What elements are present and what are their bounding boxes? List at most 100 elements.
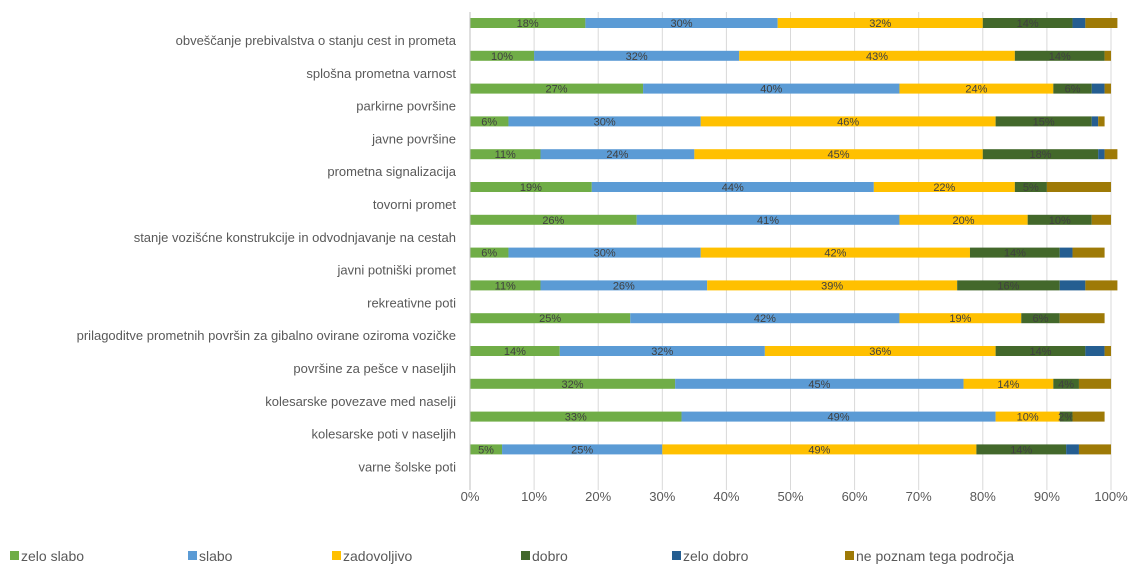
data-label: 6% — [1033, 313, 1049, 325]
data-label: 25% — [571, 444, 593, 456]
data-label: 41% — [757, 215, 779, 227]
bar-segment — [1053, 83, 1092, 94]
bar-segment — [1066, 444, 1079, 455]
data-label: 19% — [949, 313, 971, 325]
x-tick-label: 30% — [649, 489, 675, 504]
bar-segment — [1014, 50, 1105, 61]
data-label: 42% — [824, 248, 846, 260]
bar-segment — [1085, 346, 1105, 356]
bar-segment — [1021, 313, 1060, 324]
bar-row: 19% 44% 22% 5% — [470, 182, 1111, 194]
bar-segment — [1078, 444, 1111, 455]
bar-segment — [681, 411, 996, 422]
data-label: 32% — [651, 346, 673, 358]
bar-segment — [470, 182, 592, 192]
bar-segment — [899, 83, 1054, 94]
legend-item: zadovoljivo — [332, 548, 412, 564]
category-label: varne šolske poti — [358, 459, 456, 474]
bar-segment — [470, 378, 676, 389]
data-label: 44% — [722, 182, 744, 194]
bar-row: 11% 26% 39% 16% — [470, 280, 1118, 292]
bar-segment — [470, 444, 503, 455]
data-label: 15% — [1033, 116, 1055, 128]
bar-segment — [508, 247, 701, 258]
data-label: 30% — [671, 18, 693, 30]
legend-label: ne poznam tega področja — [856, 548, 1014, 564]
category-label: kolesarske poti v naseljih — [311, 427, 456, 442]
x-tick-label: 40% — [713, 489, 739, 504]
data-label: 40% — [760, 84, 782, 96]
bar-row: 14% 32% 36% 14% — [470, 346, 1111, 358]
bar-segment — [1098, 116, 1105, 127]
data-label: 18% — [1029, 149, 1051, 161]
bar-segment — [1091, 214, 1111, 225]
bar-segment — [559, 346, 765, 356]
bar-row: 32% 45% 14% 4% — [470, 378, 1111, 391]
bar-segment — [470, 280, 541, 291]
bar-segment — [470, 83, 644, 94]
data-label: 36% — [869, 346, 891, 358]
data-label: 20% — [953, 215, 975, 227]
legend-swatch — [521, 551, 530, 560]
category-label: prometna signalizacija — [327, 164, 456, 179]
bar-segment — [1104, 83, 1111, 94]
data-label: 14% — [1010, 444, 1032, 456]
bar-segment — [1072, 18, 1086, 28]
x-tick-label: 60% — [842, 489, 868, 504]
data-label: 45% — [808, 379, 830, 391]
bar-segment — [643, 83, 900, 94]
bar-segment — [470, 247, 509, 258]
bar-segment — [1027, 214, 1092, 225]
data-label: 16% — [997, 280, 1019, 292]
bar-segment — [534, 50, 740, 61]
x-tick-label: 80% — [970, 489, 996, 504]
data-label: 4% — [1058, 379, 1074, 391]
data-label: 11% — [495, 149, 516, 161]
bar-segment — [1014, 182, 1047, 192]
data-label: 25% — [539, 313, 561, 325]
bar-segment — [1059, 313, 1105, 324]
data-label: 5% — [478, 444, 494, 456]
data-label: 14% — [997, 379, 1019, 391]
bar-segment — [1104, 149, 1118, 160]
x-tick-label: 100% — [1094, 489, 1128, 504]
data-label: 26% — [542, 215, 564, 227]
bar-segment — [1059, 411, 1073, 422]
bar-segment — [470, 214, 637, 225]
bar-segment — [630, 313, 900, 324]
bar-segment — [995, 346, 1086, 356]
data-label: 2% — [1058, 412, 1074, 424]
data-label: 5% — [1023, 182, 1039, 194]
bar-row: 6% 30% 46% 15% — [470, 116, 1105, 128]
data-label: 32% — [869, 18, 891, 30]
chart-bars: 18% 30% 32% 14% 10% 32% 43% 14% 27% 40% 24% 6% 6% 30%… — [470, 18, 1118, 456]
x-tick-label: 70% — [906, 489, 932, 504]
bar-segment — [700, 247, 970, 258]
category-label: splošna prometna varnost — [306, 66, 456, 81]
bar-row: 27% 40% 24% 6% — [470, 83, 1111, 96]
data-label: 30% — [594, 248, 616, 260]
legend-item: zelo dobro — [672, 548, 749, 564]
data-label: 10% — [1017, 412, 1039, 424]
bar-segment — [1091, 116, 1099, 127]
legend-label: zelo slabo — [21, 548, 84, 564]
bar-segment — [585, 18, 778, 28]
bar-segment — [1046, 182, 1111, 192]
bar-segment — [675, 378, 964, 389]
bar-segment — [662, 444, 977, 455]
category-label: površine za pešce v naseljih — [293, 361, 456, 376]
data-label: 49% — [808, 444, 830, 456]
bar-segment — [982, 149, 1099, 160]
x-tick-label: 50% — [777, 489, 803, 504]
data-label: 49% — [828, 412, 850, 424]
data-label: 43% — [866, 51, 888, 63]
bar-segment — [502, 444, 663, 455]
data-label: 6% — [1065, 84, 1081, 96]
bar-segment — [1104, 50, 1111, 61]
x-tick-label: 90% — [1034, 489, 1060, 504]
bar-segment — [739, 50, 1015, 61]
data-label: 14% — [1029, 346, 1051, 358]
bar-segment — [1053, 378, 1079, 389]
data-label: 14% — [1049, 51, 1071, 63]
